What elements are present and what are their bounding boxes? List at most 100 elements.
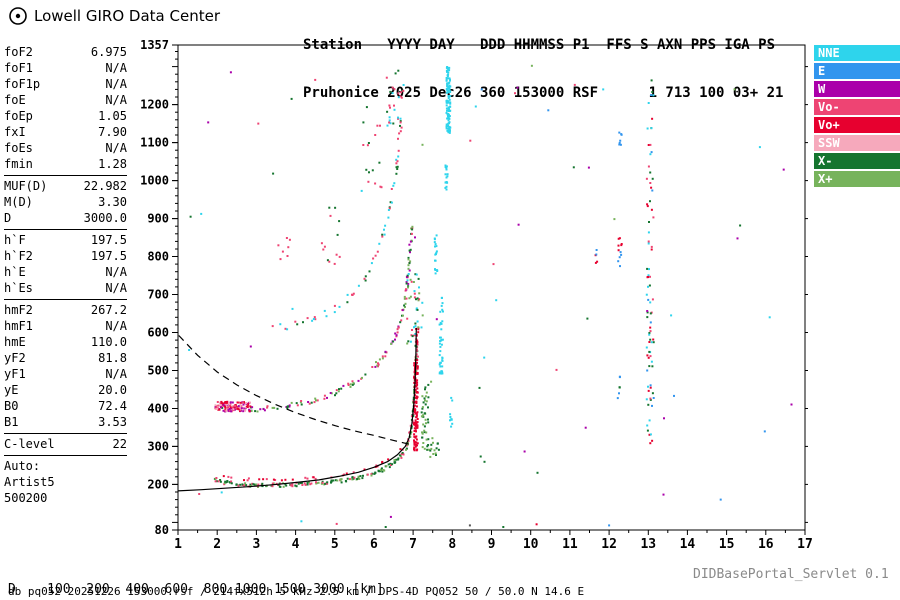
param-value: 197.5 [90, 249, 127, 263]
legend-item-ssw: SSW [814, 135, 900, 151]
svg-text:6: 6 [370, 537, 378, 550]
param-row-d: D 3000.0 [4, 210, 127, 226]
param-value: 3000.0 [83, 211, 127, 225]
param-row-hf: h`F 197.5 [4, 232, 127, 248]
scaled-parameters-panel: foF2 6.975 foF1 N/A foF1p N/A foE N/A foEp 1.05 fx… [4, 42, 127, 509]
param-row-yf2: yF2 81.8 [4, 350, 127, 366]
param-label: h`Es [4, 281, 33, 295]
param-value: N/A [105, 141, 127, 155]
param-group-0: foF2 6.975 foF1 N/A foF1p N/A foE N/A foEp 1.05 fx… [4, 42, 127, 176]
param-label: B1 [4, 415, 19, 429]
legend-item-e: E [814, 63, 900, 79]
param-value: 3.53 [98, 415, 127, 429]
param-row-hme: hmE 110.0 [4, 334, 127, 350]
param-value: 3.30 [98, 195, 127, 209]
auto-line: 500200 [4, 491, 48, 505]
param-value: 1.28 [98, 157, 127, 171]
param-value: 22.982 [83, 179, 127, 193]
param-value: 267.2 [90, 303, 127, 317]
svg-text:11: 11 [562, 537, 578, 550]
param-row-fxi: fxI 7.90 [4, 124, 127, 140]
svg-text:300: 300 [147, 439, 169, 453]
param-row-foe: foE N/A [4, 92, 127, 108]
param-label: C-level [4, 437, 55, 451]
param-row-yf1: yF1 N/A [4, 366, 127, 382]
svg-text:400: 400 [147, 402, 169, 416]
param-row-hmf2: hmF2 267.2 [4, 302, 127, 318]
auto-line: Auto: [4, 459, 41, 473]
legend-item-vo: Vo- [814, 99, 900, 115]
param-value: 197.5 [90, 233, 127, 247]
param-value: N/A [105, 281, 127, 295]
param-label: MUF(D) [4, 179, 48, 193]
svg-text:1200: 1200 [140, 98, 169, 112]
svg-text:2: 2 [213, 537, 221, 550]
param-group-4: C-level 22 [4, 434, 127, 456]
param-label: hmF1 [4, 319, 33, 333]
svg-text:4: 4 [292, 537, 300, 550]
param-label: foEs [4, 141, 33, 155]
param-row-fof1p: foF1p N/A [4, 76, 127, 92]
ionogram-plot: 1357 1200 1100 1000 900 800 700 600 500 400 300 200… [130, 38, 815, 554]
param-label: foE [4, 93, 26, 107]
muf-table: D 100 200 400 600 800 1000 1500 3000 [km… [8, 552, 392, 600]
param-row-hmf1: hmF1 N/A [4, 318, 127, 334]
param-group-3: hmF2 267.2 hmF1 N/A hmE 110.0 yF2 81.8 yF1 N/A yE 2… [4, 300, 127, 434]
svg-text:1: 1 [174, 537, 182, 550]
param-value: 7.90 [98, 125, 127, 139]
svg-text:17: 17 [797, 537, 813, 550]
param-value: N/A [105, 367, 127, 381]
svg-text:500: 500 [147, 364, 169, 378]
brand-title: Lowell GIRO Data Center [34, 7, 220, 25]
param-row-hf2: h`F2 197.5 [4, 248, 127, 264]
brand: Lowell GIRO Data Center [8, 6, 220, 26]
svg-text:10: 10 [523, 537, 539, 550]
svg-text:80: 80 [155, 523, 169, 537]
param-value: N/A [105, 319, 127, 333]
param-label: B0 [4, 399, 19, 413]
param-row-clevel: C-level 22 [4, 436, 127, 452]
param-label: hmE [4, 335, 26, 349]
param-label: hmF2 [4, 303, 33, 317]
param-label: h`E [4, 265, 26, 279]
svg-text:1000: 1000 [140, 174, 169, 188]
param-row-hes: h`Es N/A [4, 280, 127, 296]
svg-text:3: 3 [252, 537, 260, 550]
param-row-md: M(D) 3.30 [4, 194, 127, 210]
param-label: D [4, 211, 12, 225]
legend-item-vo: Vo+ [814, 117, 900, 133]
param-value: 22 [112, 437, 127, 451]
param-value: N/A [105, 93, 127, 107]
svg-text:8: 8 [448, 537, 456, 550]
giro-logo-icon [9, 7, 27, 25]
echo-direction-legend: NNE E W Vo- Vo+ SSW X- X+ [814, 45, 900, 189]
servlet-version-label: DIDBasePortal_Servlet 0.1 [693, 567, 889, 582]
svg-text:16: 16 [758, 537, 774, 550]
legend-item-w: W [814, 81, 900, 97]
param-label: fxI [4, 125, 26, 139]
param-value: 6.975 [90, 45, 127, 59]
svg-text:1357: 1357 [140, 38, 169, 52]
param-row-ye: yE 20.0 [4, 382, 127, 398]
param-label: yE [4, 383, 19, 397]
param-row-foes: foEs N/A [4, 140, 127, 156]
param-value: N/A [105, 265, 127, 279]
param-value: 1.05 [98, 109, 127, 123]
param-label: h`F [4, 233, 26, 247]
param-value: 81.8 [98, 351, 127, 365]
param-value: N/A [105, 77, 127, 91]
svg-text:7: 7 [409, 537, 417, 550]
param-row-fof1: foF1 N/A [4, 60, 127, 76]
auto-line: Artist5 [4, 475, 55, 489]
param-row-he: h`E N/A [4, 264, 127, 280]
legend-item-x: X- [814, 153, 900, 169]
param-value: 20.0 [98, 383, 127, 397]
param-group-2: h`F 197.5 h`F2 197.5 h`E N/A h`Es N/A [4, 230, 127, 300]
muf-table-distance-row: D 100 200 400 600 800 1000 1500 3000 [km… [8, 582, 384, 597]
param-row-mufd: MUF(D) 22.982 [4, 178, 127, 194]
param-value: N/A [105, 61, 127, 75]
param-row-foep: foEp 1.05 [4, 108, 127, 124]
param-label: foEp [4, 109, 33, 123]
svg-text:1100: 1100 [140, 136, 169, 150]
param-row-b1: B1 3.53 [4, 414, 127, 430]
